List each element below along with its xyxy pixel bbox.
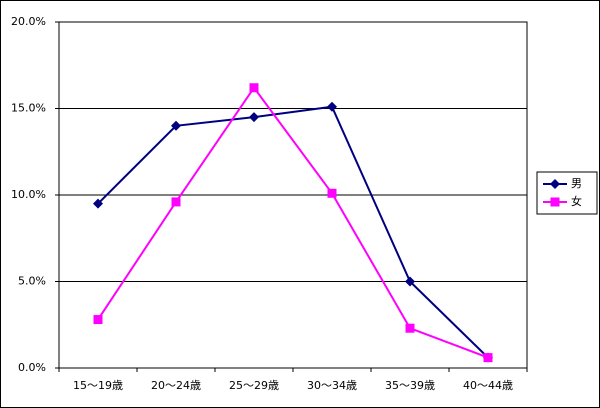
- y-tick-label: 5.0%: [18, 275, 46, 288]
- y-tick-label: 20.0%: [11, 15, 46, 28]
- x-tick-label: 25～29歳: [229, 379, 279, 392]
- point: [327, 188, 337, 198]
- x-tick-label: 30～34歳: [307, 379, 357, 392]
- point: [249, 112, 259, 123]
- point: [405, 276, 415, 287]
- point: [483, 353, 493, 363]
- series-line: [97, 105, 489, 359]
- x-tick-label: 35～39歳: [385, 379, 435, 392]
- point: [327, 101, 337, 112]
- x-tick-label: 20～24歳: [151, 379, 201, 392]
- legend-label: 男: [571, 177, 582, 190]
- y-tick-label: 15.0%: [11, 102, 46, 115]
- point: [93, 198, 103, 209]
- series-line: [97, 86, 489, 359]
- legend-marker: [550, 197, 560, 207]
- x-tick-label: 15～19歳: [73, 379, 123, 392]
- point: [405, 323, 415, 333]
- legend-label: 女: [571, 194, 582, 208]
- legend-box: [536, 171, 598, 215]
- legend-marker: [550, 179, 560, 189]
- point: [249, 83, 259, 93]
- point: [93, 315, 103, 325]
- x-tick-label: 40～44歳: [463, 379, 513, 392]
- y-tick-label: 0.0%: [18, 361, 46, 374]
- point: [171, 197, 181, 207]
- y-tick-label: 10.0%: [11, 188, 46, 201]
- point: [171, 120, 181, 131]
